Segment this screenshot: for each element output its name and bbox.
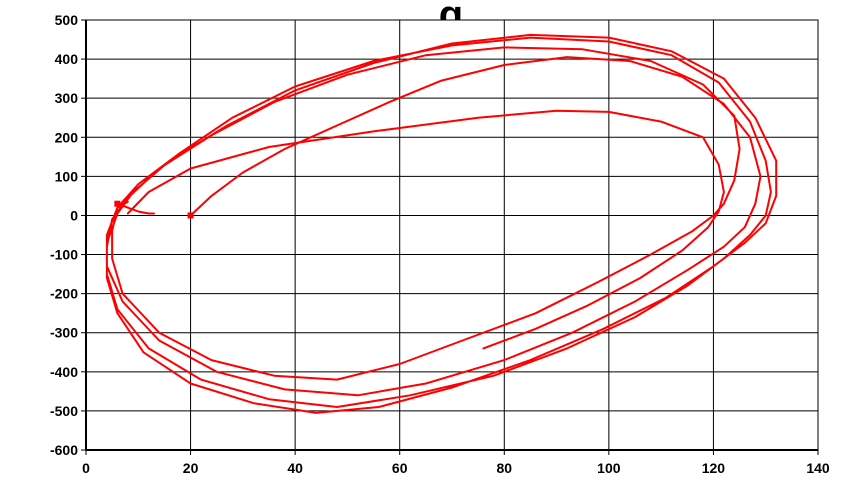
x-tick-label: 100 xyxy=(597,460,621,476)
x-tick-label: 120 xyxy=(702,460,726,476)
y-tick-label: 500 xyxy=(55,12,79,28)
y-tick-label: 300 xyxy=(55,90,79,106)
y-tick-label: -100 xyxy=(50,247,78,263)
plot-area xyxy=(85,19,819,451)
series-line-2 xyxy=(126,109,725,350)
x-tick-label: 60 xyxy=(392,460,408,476)
grid xyxy=(85,19,819,451)
axes xyxy=(81,19,819,455)
y-tick-label: 400 xyxy=(55,51,79,67)
series-line-1 xyxy=(105,33,778,414)
plot-series xyxy=(105,33,778,414)
y-tick-labels: 500 400 300 200 100 0 -100 -200 -300 -400 -500 -600 xyxy=(50,12,78,458)
start-marker xyxy=(114,200,121,207)
x-tick-label: 140 xyxy=(806,460,830,476)
y-tick-label: 200 xyxy=(55,129,79,145)
x-tick-label: 20 xyxy=(183,460,199,476)
y-tick-label: -500 xyxy=(50,403,78,419)
y-tick-label: -200 xyxy=(50,286,78,302)
y-tick-label: 0 xyxy=(70,207,78,223)
y-tick-label: -600 xyxy=(50,442,78,458)
x-tick-label: 80 xyxy=(496,460,512,476)
x-tick-labels: 0 20 40 60 80 100 120 140 xyxy=(82,460,830,476)
y-tick-label: -400 xyxy=(50,364,78,380)
y-tick-label: -300 xyxy=(50,325,78,341)
start-marker xyxy=(187,212,194,219)
x-tick-label: 0 xyxy=(82,460,90,476)
x-tick-label: 40 xyxy=(287,460,303,476)
y-tick-label: 100 xyxy=(55,168,79,184)
